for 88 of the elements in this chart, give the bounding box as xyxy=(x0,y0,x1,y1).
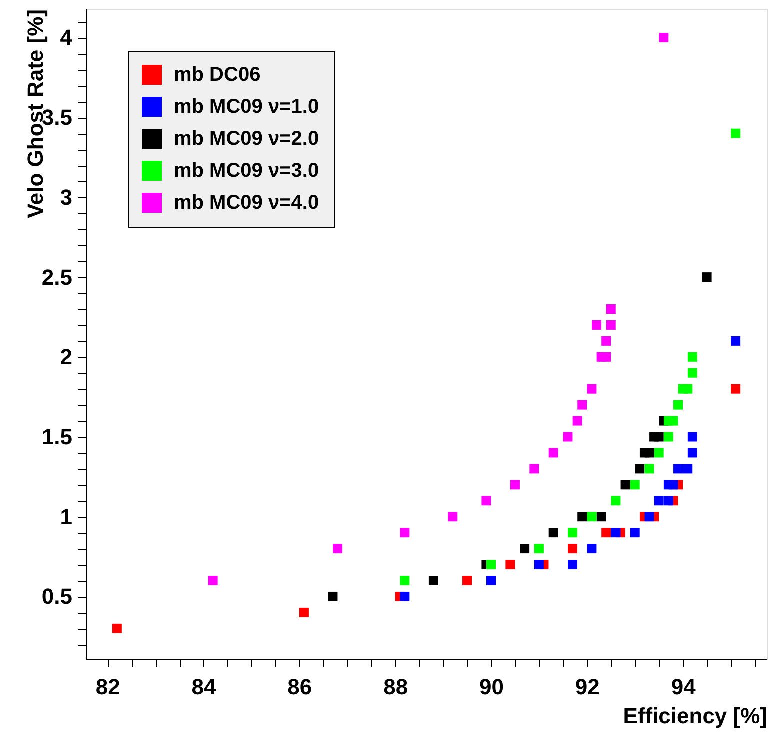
point xyxy=(572,416,582,426)
x-tick-label: 88 xyxy=(384,674,408,700)
point xyxy=(664,496,674,506)
point xyxy=(731,128,741,138)
point xyxy=(530,464,540,474)
x-tick-label: 90 xyxy=(480,674,504,700)
point xyxy=(654,448,664,458)
point xyxy=(688,352,698,362)
point xyxy=(112,624,122,634)
legend-label: mb MC09 ν=3.0 xyxy=(174,160,320,182)
point xyxy=(534,560,544,570)
point xyxy=(702,272,712,282)
point xyxy=(563,432,573,442)
y-tick-label: 1 xyxy=(60,504,72,530)
point xyxy=(644,448,654,458)
point xyxy=(596,512,606,522)
point xyxy=(548,448,558,458)
point xyxy=(683,464,693,474)
point xyxy=(606,304,616,314)
point xyxy=(664,432,674,442)
x-tick-label: 82 xyxy=(96,674,120,700)
point xyxy=(462,576,472,586)
point xyxy=(520,544,530,554)
point xyxy=(510,480,520,490)
x-tick-label: 84 xyxy=(192,674,217,700)
point xyxy=(606,320,616,330)
point xyxy=(482,496,492,506)
point xyxy=(587,384,597,394)
point xyxy=(578,512,588,522)
y-tick-label: 4 xyxy=(60,25,74,50)
point xyxy=(486,576,496,586)
point xyxy=(587,512,597,522)
legend-label: mb MC09 ν=2.0 xyxy=(174,128,320,150)
point xyxy=(654,432,664,442)
y-tick-label: 2 xyxy=(60,344,72,370)
y-tick-label: 2.5 xyxy=(42,264,72,290)
x-tick-label: 94 xyxy=(671,674,697,700)
point xyxy=(644,464,654,474)
point xyxy=(654,496,664,506)
point xyxy=(568,560,578,570)
point xyxy=(674,400,684,410)
point xyxy=(659,33,669,42)
point xyxy=(731,384,741,394)
point xyxy=(611,528,621,538)
point xyxy=(333,544,343,554)
point xyxy=(731,336,741,346)
point xyxy=(568,528,578,538)
point xyxy=(534,544,544,554)
point xyxy=(486,560,496,570)
point xyxy=(428,576,438,586)
point xyxy=(328,592,338,602)
point xyxy=(644,512,654,522)
point xyxy=(630,480,640,490)
point xyxy=(674,464,684,474)
point xyxy=(400,592,410,602)
point xyxy=(400,576,410,586)
y-tick-label: 3 xyxy=(60,184,72,210)
point xyxy=(587,544,597,554)
point xyxy=(448,512,458,522)
legend-label: mb MC09 ν=1.0 xyxy=(174,96,320,118)
point xyxy=(611,496,621,506)
point xyxy=(592,320,602,330)
point xyxy=(683,384,693,394)
point xyxy=(630,528,640,538)
point xyxy=(299,608,309,618)
point xyxy=(208,576,218,586)
point xyxy=(668,480,678,490)
point xyxy=(635,464,645,474)
point xyxy=(668,416,678,426)
point xyxy=(602,528,612,538)
point xyxy=(578,400,588,410)
point xyxy=(688,432,698,442)
point xyxy=(620,480,630,490)
point xyxy=(568,544,578,554)
x-tick-label: 86 xyxy=(288,674,312,700)
point xyxy=(688,368,698,378)
y-tick-label: 1.5 xyxy=(42,424,72,450)
x-tick-label: 92 xyxy=(575,674,600,700)
point xyxy=(602,352,612,362)
point xyxy=(602,336,612,346)
legend-label: mb MC09 ν=4.0 xyxy=(174,192,320,214)
point xyxy=(688,448,698,458)
x-axis-title: Efficiency [%] xyxy=(623,704,768,728)
point xyxy=(400,528,410,538)
point xyxy=(548,528,558,538)
legend-label: mb DC06 xyxy=(174,64,261,86)
point xyxy=(506,560,516,570)
y-tick-label: 0.5 xyxy=(42,584,72,610)
